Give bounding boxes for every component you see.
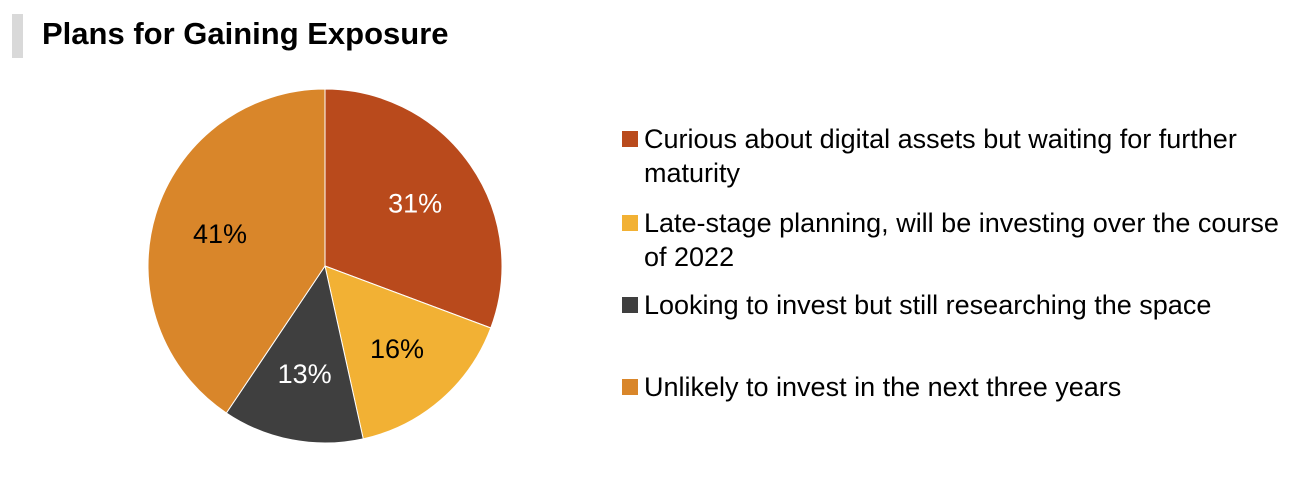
legend-swatch bbox=[622, 215, 638, 231]
legend-swatch bbox=[622, 131, 638, 147]
pie-slice-value-label: 13% bbox=[278, 359, 332, 389]
pie-slice-value-label: 41% bbox=[193, 219, 247, 249]
legend-swatch bbox=[622, 297, 638, 313]
legend-label: Unlikely to invest in the next three yea… bbox=[644, 372, 1122, 402]
pie-slice bbox=[324, 88, 503, 329]
pie-slices bbox=[147, 88, 503, 444]
title-accent-bar bbox=[12, 14, 23, 58]
pie-slice-value-label: 16% bbox=[370, 334, 424, 364]
pie-slice bbox=[324, 265, 492, 440]
legend-label: Looking to invest but still researching … bbox=[644, 290, 1212, 320]
pie-labels: 31% 16% 13% 41% bbox=[193, 188, 442, 388]
pie-slice-value-label: 31% bbox=[388, 188, 442, 218]
chart-title: Plans for Gaining Exposure bbox=[42, 16, 449, 51]
legend-label: Late-stage planning, will be investing o… bbox=[644, 208, 1279, 272]
pie-slice bbox=[225, 264, 364, 444]
legend-swatch bbox=[622, 379, 638, 395]
legend-label: Curious about digital assets but waiting… bbox=[644, 124, 1237, 188]
pie-slice bbox=[147, 88, 326, 414]
